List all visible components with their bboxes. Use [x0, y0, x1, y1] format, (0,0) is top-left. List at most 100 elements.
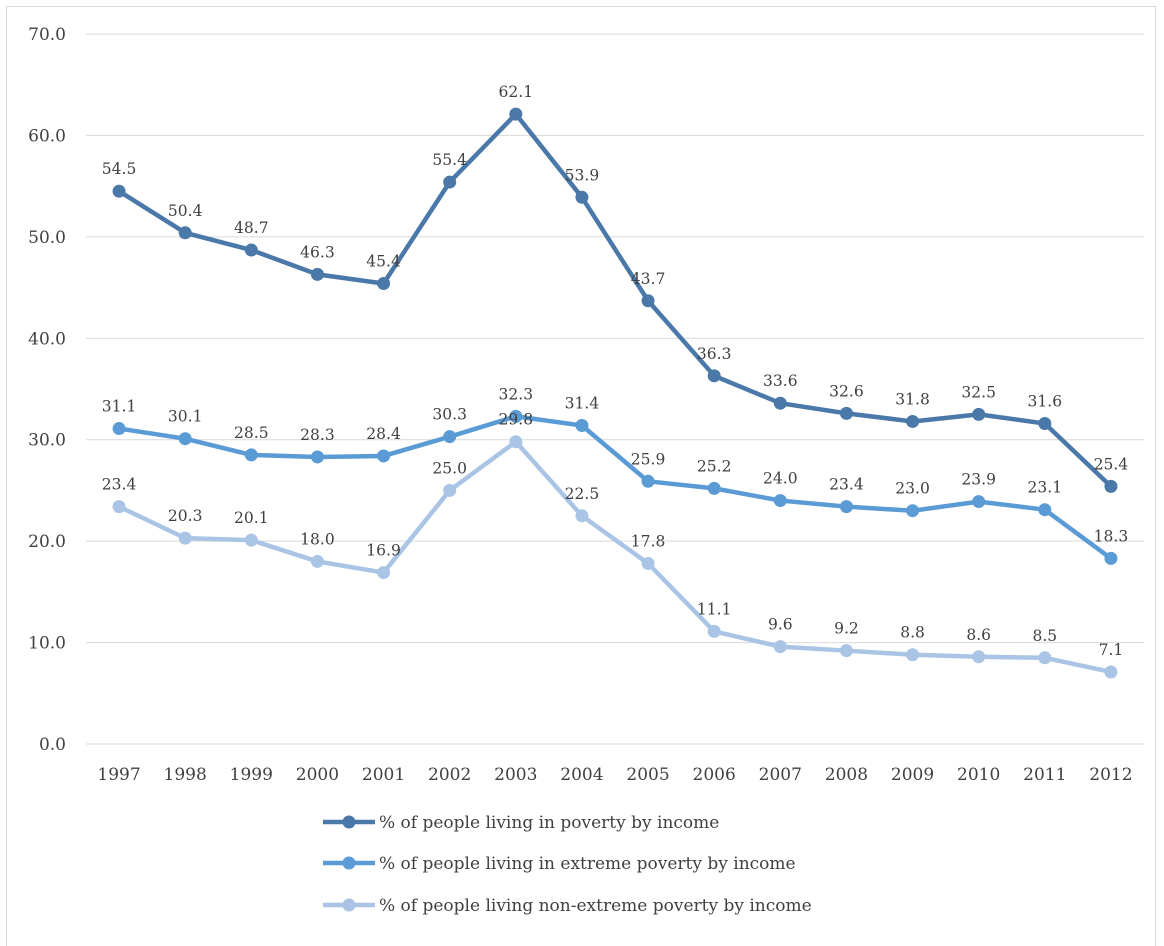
data-label: 32.3	[499, 385, 534, 403]
data-point	[773, 494, 787, 508]
legend-label: % of people living in poverty by income	[379, 813, 719, 833]
data-point	[377, 277, 391, 291]
data-label: 28.5	[234, 424, 269, 442]
data-label: 23.9	[961, 471, 996, 489]
data-point	[839, 500, 853, 514]
data-point	[178, 531, 192, 545]
data-point	[641, 474, 655, 488]
y-tick-label: 20.0	[28, 532, 66, 552]
x-tick-label: 2011	[1023, 765, 1066, 785]
data-point	[839, 644, 853, 658]
data-label: 30.1	[168, 408, 203, 426]
data-label: 31.8	[895, 390, 930, 408]
data-point	[707, 481, 721, 495]
data-label: 30.3	[432, 406, 467, 424]
data-point	[906, 648, 920, 662]
data-label: 11.1	[697, 600, 732, 618]
data-point	[443, 430, 457, 444]
data-label: 53.9	[565, 166, 600, 184]
data-label: 31.6	[1028, 392, 1063, 410]
y-tick-label: 50.0	[28, 228, 66, 248]
data-label: 8.5	[1032, 627, 1057, 645]
x-tick-label: 2009	[891, 765, 934, 785]
data-label: 24.0	[763, 470, 798, 488]
data-label: 23.0	[895, 480, 930, 498]
x-tick-label: 1999	[230, 765, 273, 785]
data-point	[310, 554, 324, 568]
data-point	[112, 500, 126, 514]
data-point	[1104, 551, 1118, 565]
data-label: 46.3	[300, 243, 335, 261]
data-point	[112, 422, 126, 436]
series-line	[117, 111, 1113, 489]
data-label: 25.2	[697, 457, 732, 475]
data-point	[972, 650, 986, 664]
data-label: 31.4	[565, 395, 600, 413]
x-tick-label: 1998	[164, 765, 207, 785]
data-point	[443, 483, 457, 497]
data-label: 22.5	[565, 485, 600, 503]
x-tick-label: 2004	[560, 765, 603, 785]
data-label: 23.1	[1028, 479, 1063, 497]
data-label: 36.3	[697, 345, 732, 363]
data-label: 55.4	[432, 151, 467, 169]
data-label: 18.0	[300, 530, 335, 548]
legend: % of people living in poverty by income%…	[323, 813, 812, 916]
data-label: 8.8	[900, 624, 925, 642]
x-tick-label: 2002	[428, 765, 471, 785]
data-label: 20.1	[234, 509, 269, 527]
data-point	[377, 449, 391, 463]
data-point	[178, 432, 192, 446]
data-point	[443, 175, 457, 189]
data-label: 8.6	[966, 626, 991, 644]
data-point	[641, 556, 655, 570]
x-tick-label: 1997	[97, 765, 140, 785]
data-point	[244, 243, 258, 257]
data-point	[575, 190, 589, 204]
x-tick-label: 2000	[296, 765, 339, 785]
data-point	[244, 533, 258, 547]
legend-label: % of people living in extreme poverty by…	[379, 854, 796, 874]
legend-label: % of people living non-extreme poverty b…	[379, 896, 812, 916]
y-tick-label: 0.0	[39, 735, 66, 755]
data-point	[575, 509, 589, 523]
x-tick-label: 2006	[693, 765, 736, 785]
x-tick-label: 2012	[1089, 765, 1132, 785]
y-tick-label: 70.0	[28, 25, 66, 45]
x-tick-label: 2001	[362, 765, 405, 785]
y-tick-label: 10.0	[28, 634, 66, 654]
data-point	[509, 409, 523, 423]
x-tick-label: 2010	[957, 765, 1000, 785]
gridlines	[86, 33, 1144, 745]
x-tick-label: 2008	[825, 765, 868, 785]
data-label: 25.4	[1094, 455, 1129, 473]
data-point	[972, 407, 986, 421]
y-tick-label: 60.0	[28, 126, 66, 146]
x-tick-label: 2003	[494, 765, 537, 785]
data-point	[1104, 665, 1118, 679]
data-label: 17.8	[631, 532, 666, 550]
legend-swatch-marker	[342, 898, 356, 912]
data-point	[1038, 503, 1052, 517]
data-label: 23.4	[102, 476, 137, 494]
data-point	[906, 414, 920, 428]
data-label: 31.1	[102, 398, 137, 416]
data-label: 28.4	[366, 425, 401, 443]
data-label: 33.6	[763, 372, 798, 390]
data-label: 18.3	[1094, 527, 1129, 545]
legend-swatch-marker	[342, 815, 356, 829]
data-labels: 54.5 50.4 48.7 46.3 45.4 55.4 62.1 53.9 43.7 36.3…	[102, 83, 1129, 659]
data-point	[310, 267, 324, 281]
data-point	[707, 624, 721, 638]
data-point	[1104, 479, 1118, 493]
data-point	[641, 294, 655, 308]
y-tick-label: 30.0	[28, 431, 66, 451]
data-label: 45.4	[366, 253, 401, 271]
data-point	[707, 369, 721, 383]
data-point	[310, 450, 324, 464]
chart-frame	[6, 6, 1156, 946]
series-line	[118, 439, 1112, 675]
data-label: 50.4	[168, 202, 203, 220]
data-label: 25.9	[631, 450, 666, 468]
